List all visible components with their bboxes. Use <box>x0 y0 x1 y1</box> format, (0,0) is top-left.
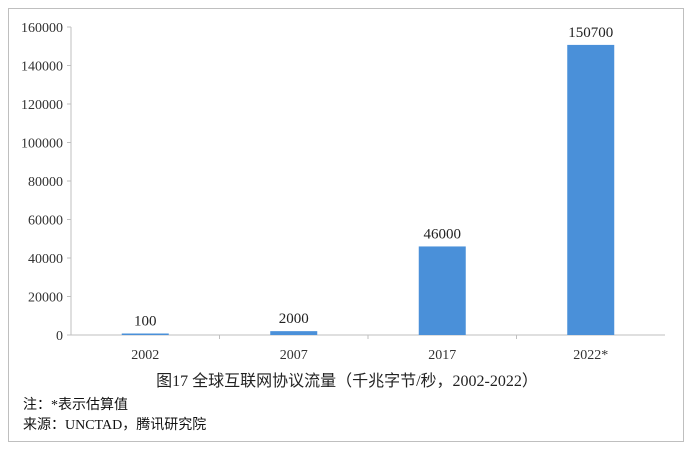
y-tick-label: 60000 <box>28 214 63 229</box>
bar-2002 <box>121 333 169 335</box>
bar-2022 <box>567 44 615 336</box>
figure-caption: 图17 全球互联网协议流量（千兆字节/秒，2002-2022） <box>156 373 538 390</box>
bar-series: 100 2000 46000 150700 <box>121 25 615 336</box>
bar-2007 <box>270 331 318 335</box>
x-tick-label: 2002 <box>131 348 159 359</box>
y-tick-label: 80000 <box>28 175 63 190</box>
x-tick-label: 2007 <box>280 348 308 359</box>
figure-frame: 0 20000 40000 60000 80000 100000 120000 140000 1… <box>8 8 684 442</box>
y-tick-label: 120000 <box>21 98 63 113</box>
estimate-note: 注：*表示估算值 <box>23 398 128 413</box>
data-label: 150700 <box>568 25 613 41</box>
y-tick-label: 40000 <box>28 252 63 267</box>
x-tick-label: 2017 <box>428 348 456 359</box>
y-tick-label: 160000 <box>21 21 63 36</box>
bar-chart: 0 20000 40000 60000 80000 100000 120000 140000 1… <box>21 21 665 359</box>
y-tick-label: 140000 <box>21 60 63 75</box>
bar-2017 <box>418 246 466 335</box>
y-tick-label: 0 <box>56 329 63 344</box>
y-tick-label: 20000 <box>28 291 63 306</box>
data-label: 2000 <box>279 311 309 327</box>
x-tick-label: 2022* <box>573 348 608 359</box>
y-axis: 0 20000 40000 60000 80000 100000 120000 140000 1… <box>21 21 72 344</box>
x-axis: 2002 2007 2017 2022* <box>71 334 665 359</box>
data-label: 46000 <box>424 226 462 242</box>
data-label: 100 <box>134 314 157 330</box>
source-note: 来源：UNCTAD，腾讯研究院 <box>23 418 207 433</box>
y-tick-label: 100000 <box>21 137 63 152</box>
